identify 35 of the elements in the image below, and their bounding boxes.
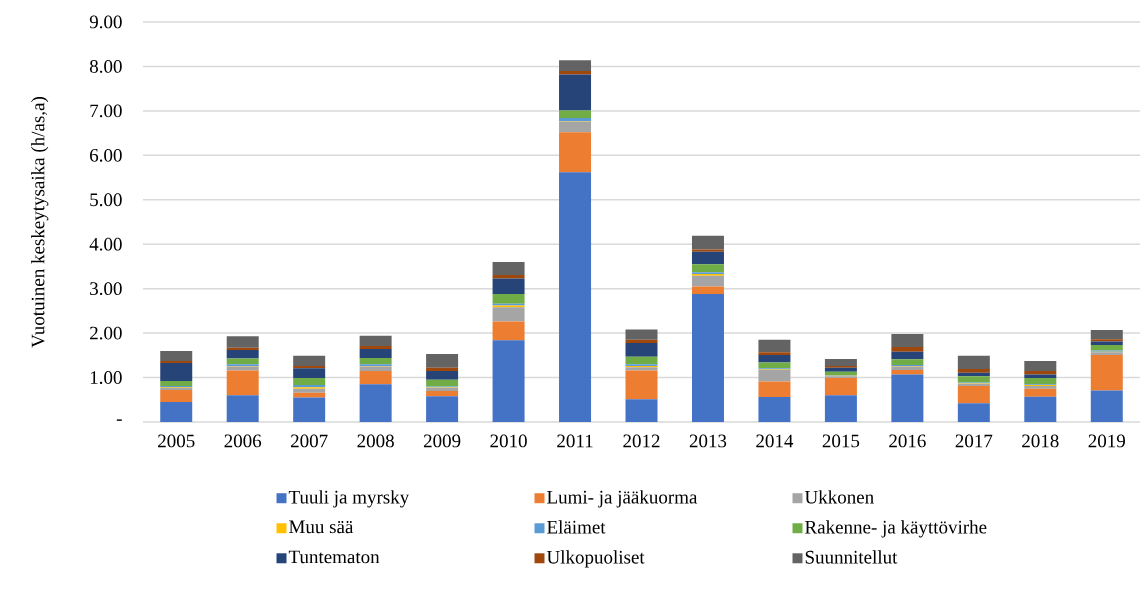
y-tick-label: 5.00 <box>90 193 122 207</box>
x-tick-label: 2015 <box>822 434 860 448</box>
x-tick-label: 2016 <box>889 434 926 448</box>
legend-label: Muu sää <box>289 520 354 534</box>
legend-label: Ulkopuoliset <box>546 550 645 568</box>
x-tick-label: 2006 <box>224 434 262 448</box>
y-axis-title: Vuotuinen keskeytysaika (h/as,a) <box>31 97 49 348</box>
legend-label: Lumi- ja jääkuorma <box>547 490 698 508</box>
x-tick-label: 2005 <box>158 434 195 448</box>
legend-label: Eläimet <box>547 520 606 534</box>
y-tick-label: - <box>116 419 122 421</box>
y-tick-label: 1.00 <box>90 371 122 385</box>
y-tick-label: 7.00 <box>90 104 122 118</box>
x-tick-label: 2012 <box>623 434 660 448</box>
x-tick-label: 2018 <box>1022 434 1059 448</box>
y-tick-label: 8.00 <box>89 60 122 73</box>
legend-label: Tuntematon <box>288 550 380 564</box>
x-tick-label: 2019 <box>1088 434 1125 448</box>
x-tick-label: 2007 <box>291 434 328 448</box>
legend-label: Tuuli ja myrsky <box>288 490 410 508</box>
x-tick-label: 2011 <box>557 434 593 448</box>
x-tick-label: 2008 <box>357 434 394 448</box>
legend-label: Suunnitellut <box>805 550 898 564</box>
x-tick-label: 2014 <box>756 434 794 448</box>
x-tick-label: 2013 <box>689 434 727 448</box>
x-tick-label: 2017 <box>955 434 993 448</box>
legend-label: Rakenne- ja käyttövirhe <box>805 520 987 538</box>
y-tick-label: 2.00 <box>90 326 122 340</box>
y-tick-label: 3.00 <box>90 282 122 296</box>
legend-label: Ukkonen <box>804 490 874 504</box>
x-tick-label: 2010 <box>490 434 527 448</box>
x-tick-label: 2009 <box>423 434 461 448</box>
y-tick-label: 9.00 <box>89 15 122 29</box>
y-tick-label: 6.00 <box>90 148 122 162</box>
y-tick-label: 4.00 <box>89 237 122 251</box>
